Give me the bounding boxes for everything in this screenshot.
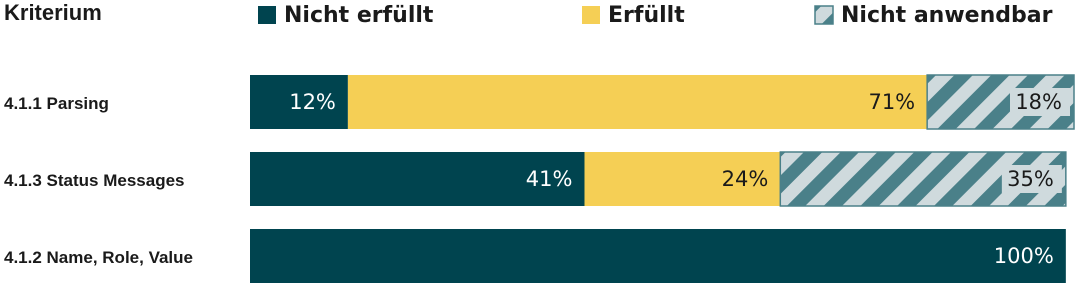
bar-segment	[250, 75, 348, 129]
value-label-bg	[1001, 165, 1062, 193]
bar-segment	[250, 152, 585, 206]
legend-swatch	[582, 6, 600, 24]
value-label: 35%	[1007, 167, 1054, 191]
bar-segment	[250, 229, 1066, 283]
bar-segment	[347, 75, 928, 129]
value-label: 18%	[1015, 90, 1062, 114]
legend-label: Erfüllt	[608, 3, 685, 28]
value-label: 41%	[526, 167, 573, 191]
value-label: 71%	[868, 90, 915, 114]
column-header: Kriterium	[4, 0, 102, 25]
category-label: 4.1.2 Name, Role, Value	[4, 248, 193, 267]
category-label: 4.1.3 Status Messages	[4, 171, 185, 190]
category-label: 4.1.1 Parsing	[4, 94, 109, 113]
bar-segment	[584, 152, 781, 206]
legend-label: Nicht erfüllt	[284, 3, 434, 28]
value-label: 12%	[289, 90, 336, 114]
value-label: 24%	[722, 167, 769, 191]
value-label: 100%	[994, 244, 1054, 268]
legend-swatch	[814, 5, 834, 25]
legend-swatch	[258, 6, 276, 24]
value-label-bg	[1010, 88, 1070, 116]
legend-label: Nicht anwendbar	[841, 3, 1053, 28]
